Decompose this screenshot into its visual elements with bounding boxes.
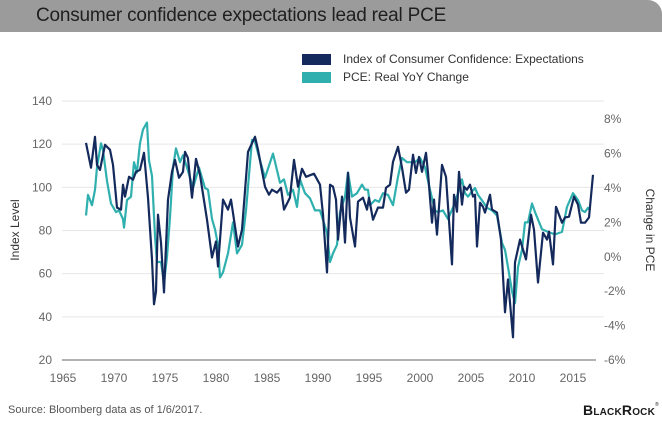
blackrock-logo: BLACKROCK® bbox=[583, 402, 659, 418]
x-tick-label: 2005 bbox=[458, 371, 485, 385]
x-tick-label: 2015 bbox=[560, 371, 587, 385]
x-tick-label: 2000 bbox=[407, 371, 434, 385]
title-bar: Consumer confidence expectations lead re… bbox=[0, 0, 662, 32]
x-tick-label: 1985 bbox=[254, 371, 281, 385]
logo-part: OCK bbox=[632, 407, 656, 418]
y2-tick-label: -2% bbox=[604, 284, 626, 298]
logo-trademark: ® bbox=[655, 402, 659, 408]
y2-tick-label: -4% bbox=[604, 319, 626, 333]
legend-swatch-pce bbox=[302, 71, 331, 83]
series-lines bbox=[84, 121, 595, 339]
y-tick-label: 20 bbox=[39, 353, 53, 367]
y-axis-right-ticks: -6% -4% -2% 0% 2% 4% 6% 8% bbox=[604, 112, 626, 367]
series-line-index bbox=[84, 135, 595, 339]
x-tick-label: 1990 bbox=[305, 371, 332, 385]
y-tick-label: 80 bbox=[39, 224, 53, 238]
legend-item-index: Index of Consumer Confidence: Expectatio… bbox=[302, 50, 584, 68]
logo-part: R bbox=[621, 402, 633, 418]
legend-item-pce: PCE: Real YoY Change bbox=[302, 68, 584, 86]
x-tick-label: 1980 bbox=[203, 371, 230, 385]
y-tick-label: 100 bbox=[32, 180, 52, 194]
logo-part: B bbox=[583, 402, 594, 418]
x-axis-ticks: 1965 1970 1975 1980 1985 1990 1995 2000 2005 2010… bbox=[50, 371, 587, 385]
y-axis-right-label: Change in PCE bbox=[643, 189, 657, 272]
y2-tick-label: 2% bbox=[604, 215, 622, 229]
x-tick-label: 1995 bbox=[356, 371, 383, 385]
x-tick-label: 1975 bbox=[152, 371, 179, 385]
y2-tick-label: -6% bbox=[604, 353, 626, 367]
y-tick-label: 120 bbox=[32, 137, 52, 151]
legend: Index of Consumer Confidence: Expectatio… bbox=[302, 50, 584, 86]
legend-label-pce: PCE: Real YoY Change bbox=[343, 70, 469, 84]
x-tick-label: 2010 bbox=[509, 371, 536, 385]
y-tick-label: 60 bbox=[39, 267, 53, 281]
y2-tick-label: 4% bbox=[604, 181, 622, 195]
logo-part: LACK bbox=[593, 407, 622, 418]
x-tick-label: 1970 bbox=[101, 371, 128, 385]
y2-tick-label: 6% bbox=[604, 147, 622, 161]
y-tick-label: 140 bbox=[32, 94, 52, 108]
y-axis-left-label: Index Level bbox=[8, 199, 22, 260]
source-note: Source: Bloomberg data as of 1/6/2017. bbox=[8, 404, 203, 416]
y-axis-left-ticks: 20 40 60 80 100 120 140 bbox=[32, 94, 52, 367]
gridlines bbox=[62, 100, 604, 318]
legend-swatch-index bbox=[302, 53, 331, 65]
y2-tick-label: 8% bbox=[604, 112, 622, 126]
y-tick-label: 40 bbox=[39, 310, 53, 324]
legend-label-index: Index of Consumer Confidence: Expectatio… bbox=[343, 52, 584, 66]
chart-title: Consumer confidence expectations lead re… bbox=[36, 5, 447, 26]
y2-tick-label: 0% bbox=[604, 250, 622, 264]
x-tick-label: 1965 bbox=[50, 371, 77, 385]
